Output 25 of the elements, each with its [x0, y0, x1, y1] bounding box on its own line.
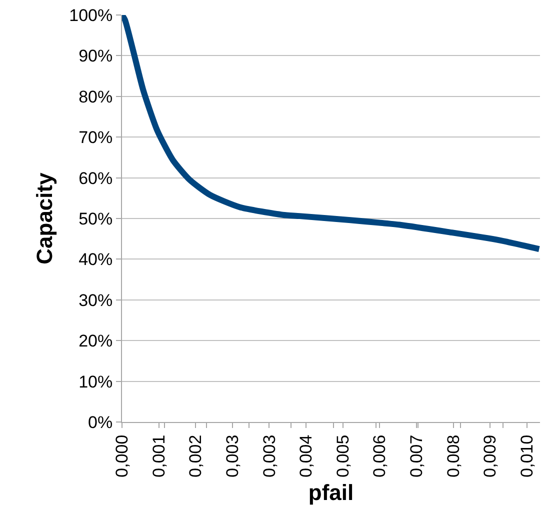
x-tick-label: 0,003 — [222, 434, 242, 478]
y-tick-label: 0% — [88, 412, 113, 432]
y-axis-title: Capacity — [32, 172, 57, 264]
x-tick-label: 0,001 — [149, 434, 168, 478]
x-tick-label: 0,002 — [186, 434, 206, 478]
y-tick-label: 10% — [78, 372, 113, 392]
y-tick-label: 70% — [78, 128, 113, 148]
x-tick-label: 0,003 — [260, 434, 279, 478]
x-tick-label: 0,009 — [480, 434, 500, 478]
y-tick-label: 80% — [78, 87, 113, 106]
y-tick-label: 50% — [78, 209, 113, 228]
x-tick-label: 0,000 — [112, 434, 132, 478]
y-tick-label: 90% — [78, 46, 113, 66]
x-tick-label: 0,010 — [517, 434, 536, 478]
x-axis-title: pfail — [308, 480, 354, 506]
x-tick-label: 0,007 — [406, 434, 426, 478]
y-tick-label: 60% — [78, 168, 113, 188]
x-tick-label: 0,008 — [444, 434, 463, 478]
y-tick-label: 20% — [78, 332, 113, 351]
x-tick-label: 0,005 — [333, 434, 352, 478]
y-tick-label: 100% — [69, 6, 113, 25]
y-tick-label: 30% — [78, 290, 113, 310]
y-tick-label: 40% — [78, 250, 113, 270]
x-tick-label: 0,006 — [370, 434, 390, 478]
x-tick-label: 0,004 — [296, 434, 316, 478]
